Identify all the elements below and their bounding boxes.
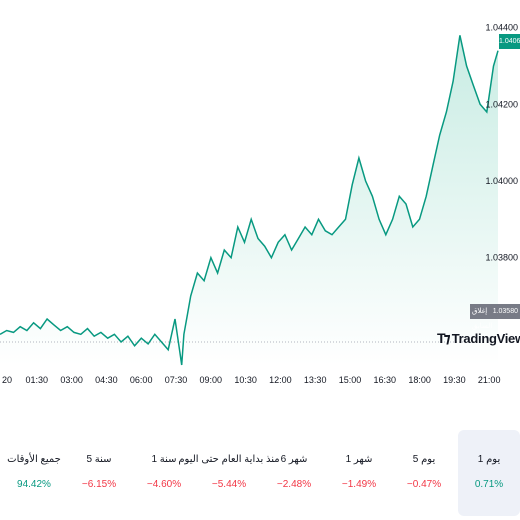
current-price-badge: 1.04067 bbox=[499, 34, 520, 49]
x-tick-label: 12:00 bbox=[269, 375, 292, 385]
period-change: 0.71% bbox=[474, 479, 504, 490]
period-change: −5.44% bbox=[211, 479, 247, 490]
x-tick-label: 20 bbox=[2, 375, 12, 385]
price-area-fill bbox=[0, 35, 498, 366]
period-label: 6 شهر bbox=[280, 454, 308, 465]
period-tab[interactable]: 5 يوم −0.47% bbox=[393, 430, 455, 516]
period-label: 1 سنة bbox=[151, 454, 177, 465]
x-tick-label: 19:30 bbox=[443, 375, 466, 385]
tradingview-brand[interactable]: T⁊ TradingView bbox=[437, 330, 520, 347]
period-tab[interactable]: جميع الأوقات 94.42% bbox=[3, 430, 65, 516]
x-tick-label: 10:30 bbox=[234, 375, 257, 385]
y-tick-label: 1.03800 bbox=[485, 253, 518, 263]
period-change: −6.15% bbox=[81, 479, 117, 490]
y-tick-label: 1.04400 bbox=[485, 23, 518, 33]
previous-close-badge: إغلاق السابق 1.03580 bbox=[470, 304, 520, 330]
period-change: −2.48% bbox=[276, 479, 312, 490]
period-tab[interactable]: منذ بداية العام حتى اليوم −5.44% bbox=[178, 430, 279, 516]
period-label: جميع الأوقات bbox=[7, 454, 61, 465]
x-tick-label: 18:00 bbox=[408, 375, 431, 385]
period-label: 1 يوم bbox=[477, 454, 501, 465]
period-label: 5 سنة bbox=[86, 454, 112, 465]
x-tick-label: 15:00 bbox=[339, 375, 362, 385]
period-change: −1.49% bbox=[341, 479, 377, 490]
period-selector: 1 يوم 0.71% 5 يوم −0.47% 1 شهر −1.49% 6 شهر −2.… bbox=[0, 430, 520, 518]
period-tab[interactable]: 5 سنة −6.15% bbox=[68, 430, 130, 516]
chart-canvas[interactable]: 20 01:30 03:00 04:30 06:00 07:30 09:00 10:30 12:… bbox=[0, 0, 520, 395]
x-tick-label: 21:00 bbox=[478, 375, 501, 385]
x-tick-label: 04:30 bbox=[95, 375, 118, 385]
y-tick-label: 1.04200 bbox=[485, 99, 518, 109]
period-label: 5 يوم bbox=[412, 454, 436, 465]
period-change: 94.42% bbox=[17, 479, 51, 490]
previous-close-label: إغلاق السابق bbox=[472, 308, 493, 330]
tradingview-logo-icon: T⁊ bbox=[437, 330, 451, 346]
period-tab[interactable]: 1 سنة −4.60% bbox=[133, 430, 195, 516]
period-label: 1 شهر bbox=[345, 454, 373, 465]
period-label: منذ بداية العام حتى اليوم bbox=[178, 454, 280, 465]
x-tick-label: 03:00 bbox=[60, 375, 83, 385]
x-tick-label: 16:30 bbox=[374, 375, 397, 385]
previous-close-value: 1.03580 bbox=[492, 308, 518, 315]
x-tick-label: 07:30 bbox=[165, 375, 188, 385]
x-tick-label: 01:30 bbox=[26, 375, 49, 385]
x-tick-label: 13:30 bbox=[304, 375, 327, 385]
x-tick-label: 06:00 bbox=[130, 375, 153, 385]
price-line bbox=[0, 35, 499, 366]
period-tab[interactable]: 1 شهر −1.49% bbox=[328, 430, 390, 516]
price-chart[interactable]: 20 01:30 03:00 04:30 06:00 07:30 09:00 10:30 12:… bbox=[0, 0, 520, 395]
period-tab[interactable]: 1 يوم 0.71% bbox=[458, 430, 520, 516]
y-tick-label: 1.04000 bbox=[485, 176, 518, 186]
period-tab[interactable]: 6 شهر −2.48% bbox=[263, 430, 325, 516]
brand-name: TradingView bbox=[451, 331, 520, 346]
period-change: −0.47% bbox=[406, 479, 442, 490]
x-tick-label: 09:00 bbox=[200, 375, 223, 385]
period-change: −4.60% bbox=[146, 479, 182, 490]
